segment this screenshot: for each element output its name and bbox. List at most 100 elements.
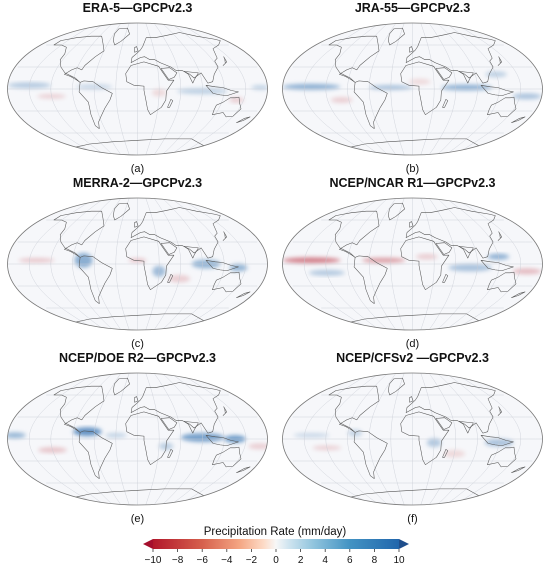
map-jra55 <box>282 22 543 156</box>
meridian-line <box>72 23 113 155</box>
precip-anomaly <box>512 93 542 100</box>
panel-title: NCEP/CFSv2 —GPCPv2.3 <box>336 351 489 365</box>
panel-caption: (a) <box>130 163 145 175</box>
meridian-line <box>162 23 203 155</box>
map-outline <box>282 22 543 156</box>
coastline-new-zealand <box>236 291 251 298</box>
colorbar-tick-label: 10 <box>393 555 405 566</box>
coastline-africa <box>400 236 450 290</box>
precip-field <box>282 198 543 330</box>
coastline-india <box>458 421 474 434</box>
coastline-indonesia <box>480 85 514 96</box>
meridian-line <box>93 198 122 330</box>
map-ncep-cfsv2 <box>282 372 543 506</box>
coastlines <box>328 27 526 148</box>
coastline-australia <box>212 271 242 293</box>
coastline-madagascar <box>167 274 174 283</box>
precip-anomaly <box>408 78 431 85</box>
meridian-line <box>428 373 457 505</box>
coastline-india <box>458 246 474 259</box>
map-outline <box>282 197 543 331</box>
meridian-line <box>178 23 247 155</box>
coastline-antarctica-edge <box>348 313 480 323</box>
meridian-line <box>153 198 182 330</box>
panel-caption: (b) <box>405 163 420 175</box>
coastline-north-america <box>53 210 105 258</box>
coastline-north-america <box>328 385 380 433</box>
coastlines <box>328 202 526 323</box>
meridian-line <box>72 198 113 330</box>
coastline-south-america <box>78 255 113 304</box>
coastline-australia <box>487 271 517 293</box>
meridian-line <box>428 198 457 330</box>
colorbar-tick-label: 4 <box>322 555 328 566</box>
coastline-arabia <box>435 417 453 430</box>
meridian-line <box>162 198 203 330</box>
meridian-line <box>445 198 500 330</box>
panel-caption: (e) <box>130 513 145 525</box>
meridian-line <box>437 23 478 155</box>
colorbar-tick-label: 8 <box>372 555 378 566</box>
meridian-line <box>153 373 182 505</box>
meridian-line <box>162 373 203 505</box>
coastline-south-america <box>353 255 388 304</box>
coastline-uk <box>409 221 414 228</box>
colorbar-scale: −10 −8 −6 −4 −2 0 2 4 6 8 10 <box>143 539 409 566</box>
coastline-madagascar <box>442 449 449 458</box>
coastline-africa <box>125 61 175 115</box>
meridian-line <box>145 198 160 330</box>
coastlines <box>53 27 251 148</box>
coastline-australia <box>487 96 517 118</box>
colorbar-tick-label: −6 <box>196 555 208 566</box>
coastline-madagascar <box>442 99 449 108</box>
colorbar-tick-label: 2 <box>298 555 304 566</box>
precip-anomaly <box>416 253 438 260</box>
panel-caption: (f) <box>407 513 418 525</box>
map-ncep-ncar-r1 <box>282 197 543 331</box>
colorbar: Precipitation Rate (mm/day) −10 −8 −6 −4 −2 0… <box>0 525 550 572</box>
coastline-antarctica-edge <box>73 313 205 323</box>
coastline-new-zealand <box>511 291 526 298</box>
coastline-africa <box>125 236 175 290</box>
precip-anomaly <box>18 258 55 263</box>
graticule <box>7 23 268 155</box>
coastline-antarctica-edge <box>348 488 480 498</box>
meridian-line <box>453 23 522 155</box>
meridian-line <box>437 198 478 330</box>
coastline-europe-asia <box>130 382 221 434</box>
panel-b: JRA-55—GPCPv2.3 (b) <box>275 0 550 180</box>
colorbar-tick-label: −8 <box>172 555 184 566</box>
coastline-new-zealand <box>511 116 526 123</box>
coastline-japan <box>222 231 227 241</box>
coastline-arabia <box>435 67 453 80</box>
coastline-greenland <box>113 377 130 396</box>
coastline-north-america <box>53 385 105 433</box>
coastline-uk <box>134 396 139 403</box>
precip-field <box>7 373 268 505</box>
coastline-india <box>458 71 474 84</box>
meridian-line <box>325 373 380 505</box>
coastline-indonesia <box>205 85 239 96</box>
meridian-line <box>445 23 500 155</box>
coastlines <box>53 202 251 323</box>
meridian-line <box>145 373 160 505</box>
map-merra2 <box>7 197 268 331</box>
colorbar-tick-label: −4 <box>221 555 233 566</box>
coastline-africa <box>400 61 450 115</box>
coastline-indonesia <box>480 260 514 271</box>
colorbar-tick-label: −2 <box>246 555 258 566</box>
meridian-line <box>347 373 388 505</box>
map-outline <box>7 372 268 506</box>
coastline-antarctica-edge <box>73 138 205 148</box>
meridian-line <box>170 198 225 330</box>
coastlines <box>53 377 251 498</box>
meridian-line <box>178 198 247 330</box>
coastline-uk <box>134 46 139 53</box>
coastline-greenland <box>388 377 405 396</box>
coastline-north-america <box>53 35 105 83</box>
coastline-europe-asia <box>405 207 496 259</box>
meridian-line <box>428 23 457 155</box>
coastline-madagascar <box>167 449 174 458</box>
colorbar-tick-label: 0 <box>273 555 279 566</box>
coastlines <box>328 377 526 498</box>
